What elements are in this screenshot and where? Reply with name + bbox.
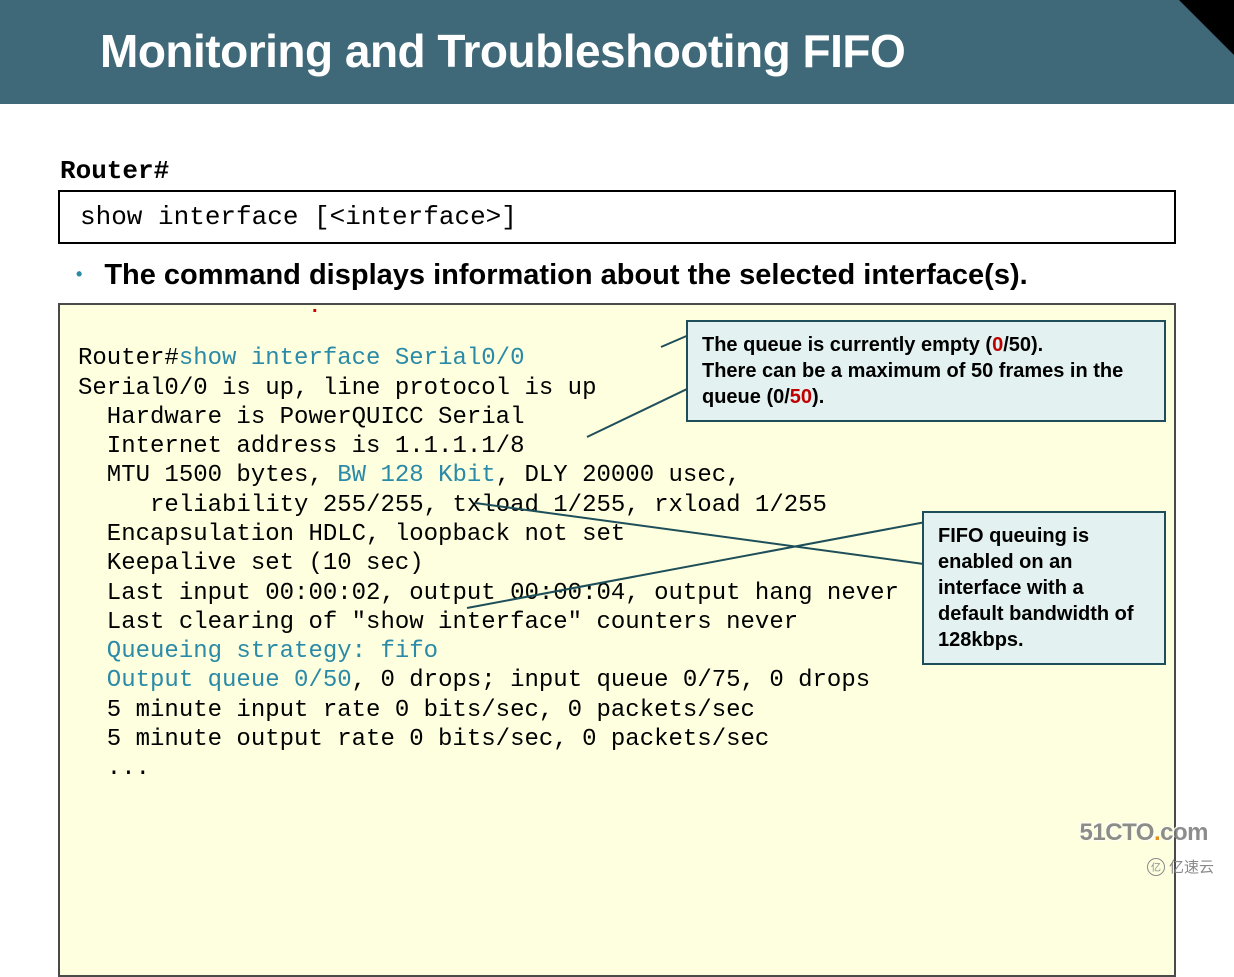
callout1-p1-red: 0: [992, 334, 1003, 356]
term-line-11-post: , 0 drops; input queue 0/75, 0 drops: [352, 667, 870, 694]
callout-fifo-enabled: FIFO queuing is enabled on an interface …: [922, 511, 1166, 665]
term-line-2: Hardware is PowerQUICC Serial: [78, 404, 524, 431]
watermark1-post: com: [1160, 819, 1208, 846]
slide-title: Monitoring and Troubleshooting FIFO: [100, 24, 1234, 78]
watermark2-icon: 亿: [1147, 858, 1165, 876]
term-line-12: 5 minute input rate 0 bits/sec, 0 packet…: [78, 697, 755, 724]
watermark-yisu: 亿 亿速云: [1147, 856, 1214, 877]
term-line-5: reliability 255/255, txload 1/255, rxloa…: [78, 492, 827, 519]
term-line-0-cmd: show interface Serial0/0: [179, 345, 525, 372]
red-dot-marker: .: [312, 295, 318, 318]
term-line-4-pre: MTU 1500 bytes,: [78, 462, 337, 489]
command-syntax-box: show interface [<interface>]: [58, 190, 1176, 244]
watermark1-pre: 51CTO: [1080, 819, 1154, 846]
term-line-8: Last input 00:00:02, output 00:00:04, ou…: [78, 580, 899, 607]
term-line-6: Encapsulation HDLC, loopback not set: [78, 521, 625, 548]
watermark-51cto: 51CTO.com: [1080, 819, 1208, 847]
terminal-output: Router#show interface Serial0/0 Serial0/…: [58, 303, 1176, 977]
callout1-p1a: The queue is currently empty (: [702, 334, 992, 356]
term-line-4-post: , DLY 20000 usec,: [496, 462, 741, 489]
callout1-p2a: There can be a maximum of 50 frames in t…: [702, 360, 1123, 408]
term-line-0-prompt: Router#: [78, 345, 179, 372]
slide-header: Monitoring and Troubleshooting FIFO: [0, 0, 1234, 104]
slide-content: Router# show interface [<interface>] • T…: [0, 104, 1234, 977]
bullet-dot-icon: •: [76, 264, 82, 285]
callout1-p2-red: 50: [790, 386, 812, 408]
callout1-p1b: /50).: [1003, 334, 1043, 356]
term-line-13: 5 minute output rate 0 bits/sec, 0 packe…: [78, 726, 769, 753]
term-line-4-hl: BW 128 Kbit: [337, 462, 495, 489]
callout-queue-empty: The queue is currently empty (0/50). The…: [686, 320, 1166, 422]
term-line-11-hl: Output queue 0/50: [78, 667, 352, 694]
watermark2-text: 亿速云: [1169, 856, 1214, 877]
bullet-row: • The command displays information about…: [58, 256, 1176, 295]
bullet-text: The command displays information about t…: [104, 256, 1027, 295]
term-line-14: ...: [78, 755, 150, 782]
term-line-7: Keepalive set (10 sec): [78, 550, 424, 577]
header-triangle-decor: [1179, 0, 1234, 55]
router-prompt: Router#: [58, 156, 1176, 186]
callout1-p2b: ).: [812, 386, 824, 408]
term-line-3: Internet address is 1.1.1.1/8: [78, 433, 524, 460]
term-line-10: Queueing strategy: fifo: [78, 638, 438, 665]
term-line-1: Serial0/0 is up, line protocol is up: [78, 375, 596, 402]
terminal-wrapper: . Router#show interface Serial0/0 Serial…: [58, 303, 1176, 977]
term-line-9: Last clearing of "show interface" counte…: [78, 609, 798, 636]
